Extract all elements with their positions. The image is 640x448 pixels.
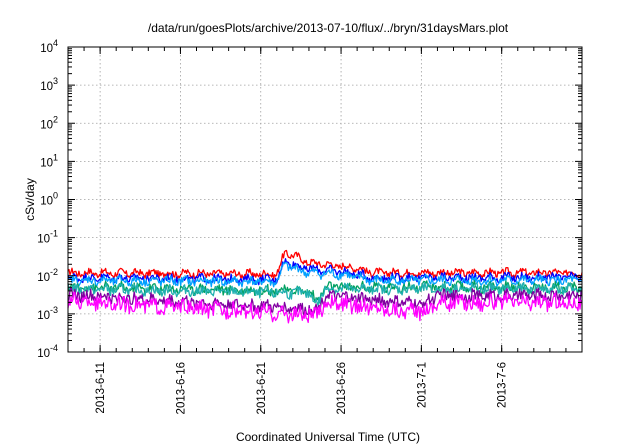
x-tick-label: 2013-6-21: [256, 362, 268, 414]
x-tick-label: 2013-7-6: [497, 362, 509, 408]
y-tick-label: 10-4: [37, 343, 58, 360]
x-tick-label: 2013-6-26: [336, 362, 348, 414]
series-group: [67, 249, 583, 324]
y-tick-label: 100: [40, 191, 58, 208]
y-tick-label: 103: [40, 76, 58, 93]
x-tick-label: 2013-7-1: [416, 362, 428, 408]
y-tick-label: 10-3: [37, 305, 58, 322]
series-line: [67, 261, 583, 288]
series-line: [67, 281, 583, 306]
y-tick-label: 104: [40, 38, 58, 55]
y-axis-label-group: cSv/day: [23, 178, 37, 221]
y-tick-label: 102: [40, 114, 58, 131]
x-tick-label: 2013-6-11: [95, 362, 107, 414]
series-line: [67, 291, 583, 324]
y-tick-label: 101: [40, 152, 58, 169]
x-tick-label: 2013-6-16: [175, 362, 187, 414]
y-tick-label: 10-1: [37, 229, 58, 246]
series-line: [67, 249, 583, 281]
y-axis-label: cSv/day: [23, 178, 37, 221]
chart-title: /data/run/goesPlots/archive/2013-07-10/f…: [148, 21, 509, 35]
ticks: 10-4 10-3 10-2 10-1 100 101 102 103 104 2013-6-11…: [37, 38, 583, 414]
y-tick-label: 10-2: [37, 267, 58, 284]
x-axis-label: Coordinated Universal Time (UTC): [236, 430, 420, 444]
